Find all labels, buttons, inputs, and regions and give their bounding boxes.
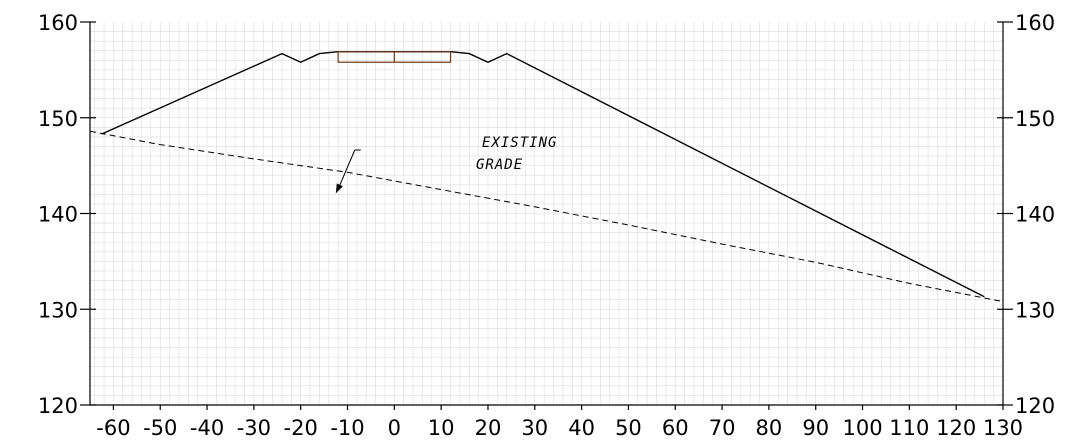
x-tick-label: -20: [284, 416, 318, 440]
annotation-line-1: EXISTING: [482, 135, 557, 151]
axis-ticks: [80, 21, 1013, 410]
design-section-line: [101, 51, 985, 298]
x-tick-label: -50: [143, 416, 177, 440]
y-tick-label-left: 160: [38, 11, 78, 35]
x-tick-label: 50: [615, 416, 642, 440]
series-group: [89, 51, 1004, 303]
x-tick-label: 80: [756, 416, 783, 440]
x-tick-label: 90: [802, 416, 829, 440]
x-tick-label: 100: [842, 416, 882, 440]
x-tick-label: 60: [662, 416, 689, 440]
y-tick-label-right: 160: [1015, 11, 1055, 35]
annotation-line-2: GRADE: [476, 157, 523, 173]
y-tick-label-right: 150: [1015, 107, 1055, 131]
x-tick-label: -60: [96, 416, 130, 440]
y-tick-label-right: 140: [1015, 203, 1055, 227]
x-tick-label: -30: [237, 416, 271, 440]
grid: [90, 22, 1003, 405]
annotation-arrowhead: [335, 183, 343, 194]
x-tick-label: 120: [936, 416, 976, 440]
x-tick-label: -10: [330, 416, 364, 440]
x-tick-label: 40: [568, 416, 595, 440]
y-tick-label-left: 130: [38, 298, 78, 322]
y-tick-label-left: 140: [38, 203, 78, 227]
annotation-group: EXISTING GRADE: [335, 135, 557, 194]
x-tick-label: 70: [709, 416, 736, 440]
existing-grade-line: [89, 130, 1004, 303]
annotation-leader-line: [338, 149, 356, 188]
x-tick-label: 0: [388, 416, 401, 440]
x-tick-label: 10: [428, 416, 455, 440]
x-tick-label: 130: [983, 416, 1023, 440]
x-tick-label: 110: [889, 416, 929, 440]
y-tick-label-left: 150: [38, 107, 78, 131]
y-tick-label-right: 130: [1015, 298, 1055, 322]
x-tick-label: -40: [190, 416, 224, 440]
y-tick-label-left: 120: [38, 394, 78, 418]
x-tick-label: 20: [475, 416, 502, 440]
x-tick-label: 30: [521, 416, 548, 440]
y-tick-label-right: 120: [1015, 394, 1055, 418]
